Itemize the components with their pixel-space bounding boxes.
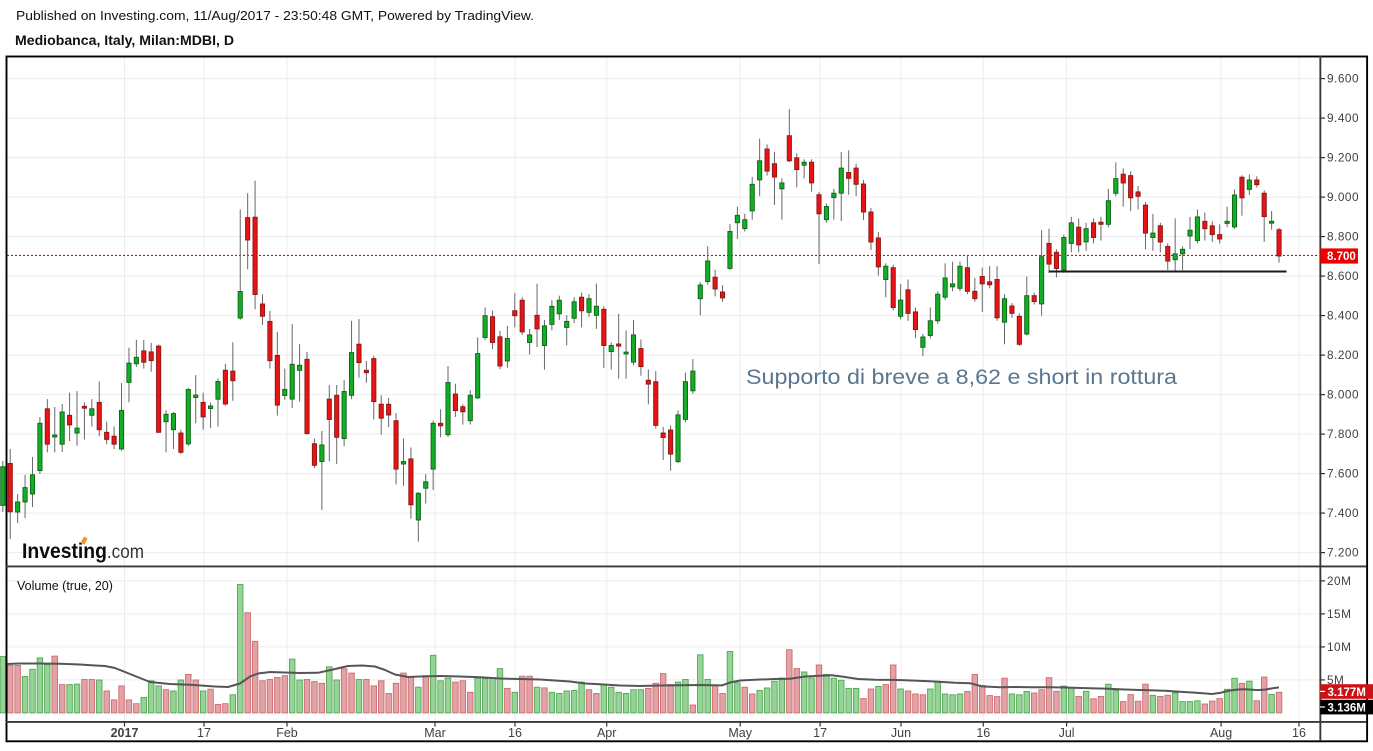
svg-text:16: 16 bbox=[1292, 726, 1306, 740]
svg-text:Aug: Aug bbox=[1210, 726, 1232, 740]
svg-text:9.200: 9.200 bbox=[1327, 151, 1359, 165]
svg-text:9.000: 9.000 bbox=[1327, 190, 1359, 204]
svg-text:8.000: 8.000 bbox=[1327, 388, 1359, 402]
svg-text:9.400: 9.400 bbox=[1327, 111, 1359, 125]
svg-text:7.400: 7.400 bbox=[1327, 506, 1359, 520]
svg-text:Jul: Jul bbox=[1059, 726, 1075, 740]
svg-text:17: 17 bbox=[197, 726, 211, 740]
svg-text:17: 17 bbox=[813, 726, 827, 740]
svg-text:16: 16 bbox=[976, 726, 990, 740]
svg-text:Supporto di breve a 8,62 e sho: Supporto di breve a 8,62 e short in rott… bbox=[746, 365, 1177, 389]
svg-text:Mar: Mar bbox=[424, 726, 446, 740]
svg-text:Jun: Jun bbox=[891, 726, 911, 740]
svg-text:8.800: 8.800 bbox=[1327, 230, 1359, 244]
svg-text:2017: 2017 bbox=[111, 726, 139, 740]
svg-text:5M: 5M bbox=[1327, 673, 1344, 687]
svg-text:Volume (true, 20): Volume (true, 20) bbox=[17, 579, 113, 593]
svg-text:Feb: Feb bbox=[276, 726, 298, 740]
svg-text:Apr: Apr bbox=[597, 726, 616, 740]
svg-text:10M: 10M bbox=[1327, 640, 1351, 654]
svg-text:7.600: 7.600 bbox=[1327, 467, 1359, 481]
svg-text:Mediobanca, Italy, Milan:MDBI,: Mediobanca, Italy, Milan:MDBI, D bbox=[15, 32, 234, 48]
svg-text:8.600: 8.600 bbox=[1327, 269, 1359, 283]
svg-text:8.400: 8.400 bbox=[1327, 309, 1359, 323]
svg-text:3.177M: 3.177M bbox=[1328, 687, 1366, 699]
svg-text:20M: 20M bbox=[1327, 574, 1351, 588]
svg-text:May: May bbox=[728, 726, 752, 740]
svg-text:7.800: 7.800 bbox=[1327, 427, 1359, 441]
svg-text:8.700: 8.700 bbox=[1327, 251, 1356, 263]
svg-text:15M: 15M bbox=[1327, 607, 1351, 621]
svg-text:Published on Investing.com, 11: Published on Investing.com, 11/Aug/2017 … bbox=[16, 8, 534, 23]
svg-text:3.136M: 3.136M bbox=[1328, 702, 1366, 714]
svg-text:9.600: 9.600 bbox=[1327, 72, 1359, 86]
svg-text:7.200: 7.200 bbox=[1327, 546, 1359, 560]
svg-text:8.200: 8.200 bbox=[1327, 348, 1359, 362]
svg-text:16: 16 bbox=[508, 726, 522, 740]
